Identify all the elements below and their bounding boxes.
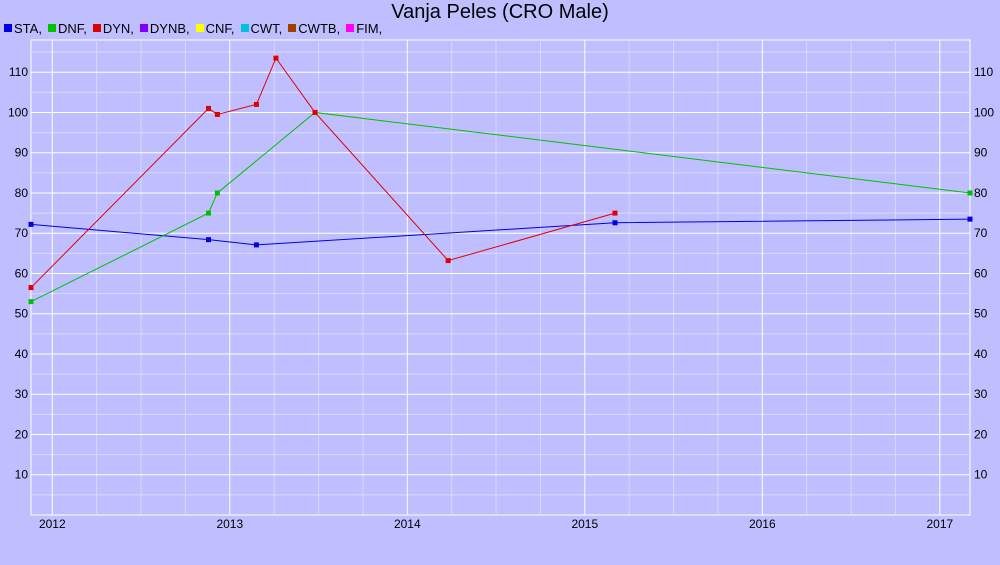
x-tick-label: 2014 bbox=[394, 517, 421, 531]
legend-label: CNF, bbox=[205, 20, 235, 36]
legend-item: CWTB, bbox=[288, 21, 340, 36]
y-tick-label-right: 10 bbox=[974, 468, 988, 482]
data-point-dnf bbox=[206, 210, 212, 216]
x-tick-label: 2016 bbox=[749, 517, 776, 531]
data-point-dyn bbox=[214, 111, 220, 117]
y-tick-label-right: 70 bbox=[974, 226, 988, 240]
y-tick-label-right: 60 bbox=[974, 266, 988, 280]
legend-item: STA, bbox=[4, 21, 42, 36]
y-tick-label-left: 110 bbox=[9, 65, 28, 79]
y-tick-label-right: 80 bbox=[974, 186, 988, 200]
x-tick-label: 2012 bbox=[39, 517, 66, 531]
y-tick-label-left: 80 bbox=[15, 186, 29, 200]
data-point-dyn bbox=[206, 105, 212, 111]
legend-label: DYNB, bbox=[149, 20, 190, 36]
legend-swatch bbox=[92, 24, 101, 32]
y-tick-label-left: 10 bbox=[15, 468, 29, 482]
legend-label: CWT, bbox=[250, 20, 283, 36]
y-tick-label-left: 40 bbox=[15, 347, 29, 361]
legend-item: CWT, bbox=[240, 20, 283, 36]
x-tick-label: 2015 bbox=[571, 517, 598, 531]
data-point-dnf bbox=[214, 190, 220, 196]
y-tick-label-right: 50 bbox=[974, 307, 988, 321]
legend-item: DNF, bbox=[47, 20, 87, 36]
legend-label: STA, bbox=[14, 20, 42, 36]
legend-label: CWTB, bbox=[298, 20, 341, 36]
legend-swatch bbox=[240, 24, 249, 32]
data-point-sta bbox=[253, 242, 259, 248]
data-point-dnf bbox=[28, 299, 34, 305]
legend-label: FIM, bbox=[356, 20, 383, 36]
legend-item: CNF, bbox=[195, 20, 235, 36]
data-point-sta bbox=[967, 216, 973, 222]
legend-swatch bbox=[195, 24, 204, 32]
y-tick-label-left: 30 bbox=[15, 387, 29, 401]
x-tick-label: 2017 bbox=[926, 517, 953, 531]
legend-label: DNF, bbox=[57, 20, 87, 36]
data-point-dyn bbox=[445, 258, 451, 264]
legend: STA, DNF, DYN, DYNB, CNF, CWT, CWTB, FIM, bbox=[4, 20, 388, 36]
plot-border bbox=[30, 39, 971, 516]
y-tick-label-left: 100 bbox=[8, 105, 28, 119]
legend-item: DYNB, bbox=[139, 20, 190, 36]
legend-swatch bbox=[47, 24, 56, 32]
legend-swatch bbox=[288, 24, 297, 32]
y-tick-label-left: 90 bbox=[15, 146, 29, 160]
data-point-dnf bbox=[967, 190, 973, 196]
legend-swatch bbox=[346, 24, 355, 32]
y-tick-label-left: 50 bbox=[15, 307, 29, 321]
y-tick-label-right: 20 bbox=[974, 427, 988, 441]
legend-label: DYN, bbox=[102, 20, 134, 36]
data-point-dyn bbox=[312, 109, 318, 115]
chart-title: Vanja Peles (CRO Male) bbox=[391, 1, 609, 23]
data-point-sta bbox=[612, 220, 618, 226]
y-tick-label-right: 40 bbox=[974, 347, 988, 361]
y-tick-label-right: 100 bbox=[974, 105, 994, 119]
legend-item: DYN, bbox=[92, 20, 134, 36]
y-tick-label-left: 60 bbox=[15, 266, 29, 280]
y-tick-label-right: 30 bbox=[974, 387, 988, 401]
data-point-dyn bbox=[28, 285, 34, 291]
legend-swatch bbox=[4, 24, 12, 32]
data-point-sta bbox=[28, 221, 34, 227]
y-tick-label-left: 70 bbox=[15, 226, 29, 240]
series-line-sta bbox=[30, 218, 971, 246]
y-tick-label-right: 110 bbox=[974, 65, 993, 79]
legend-swatch bbox=[139, 24, 148, 32]
data-point-sta bbox=[206, 237, 212, 243]
y-tick-label-left: 20 bbox=[15, 427, 29, 441]
legend-item: FIM, bbox=[346, 21, 382, 36]
y-tick-label-right: 90 bbox=[974, 146, 988, 160]
data-point-dyn bbox=[273, 55, 279, 61]
x-tick-label: 2013 bbox=[216, 517, 243, 531]
data-point-dyn bbox=[612, 210, 618, 216]
data-point-dyn bbox=[253, 101, 259, 107]
